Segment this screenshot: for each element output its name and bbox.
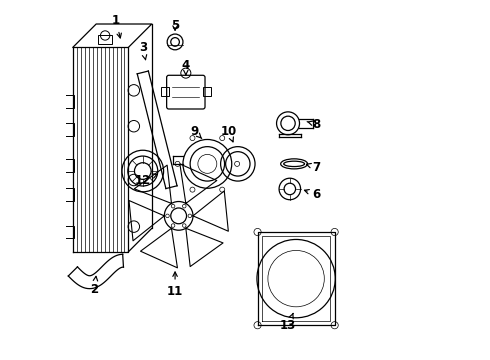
Text: 2: 2: [90, 276, 98, 296]
Text: 8: 8: [307, 118, 321, 131]
Text: 11: 11: [167, 272, 183, 298]
Bar: [161, 87, 169, 96]
Text: 3: 3: [139, 41, 147, 60]
Bar: [62, 226, 74, 238]
Bar: [62, 123, 74, 136]
Bar: [62, 95, 74, 108]
Bar: [203, 87, 211, 96]
Bar: [98, 36, 112, 44]
Bar: [62, 159, 74, 172]
Text: 6: 6: [304, 188, 321, 201]
Text: 7: 7: [306, 161, 321, 174]
Bar: [62, 188, 74, 201]
Text: 10: 10: [220, 125, 237, 142]
Text: 13: 13: [280, 313, 296, 332]
Text: 9: 9: [191, 125, 202, 139]
Text: 1: 1: [112, 14, 122, 38]
Text: 4: 4: [182, 59, 190, 75]
Text: 5: 5: [171, 19, 179, 32]
Text: 12: 12: [135, 174, 157, 186]
